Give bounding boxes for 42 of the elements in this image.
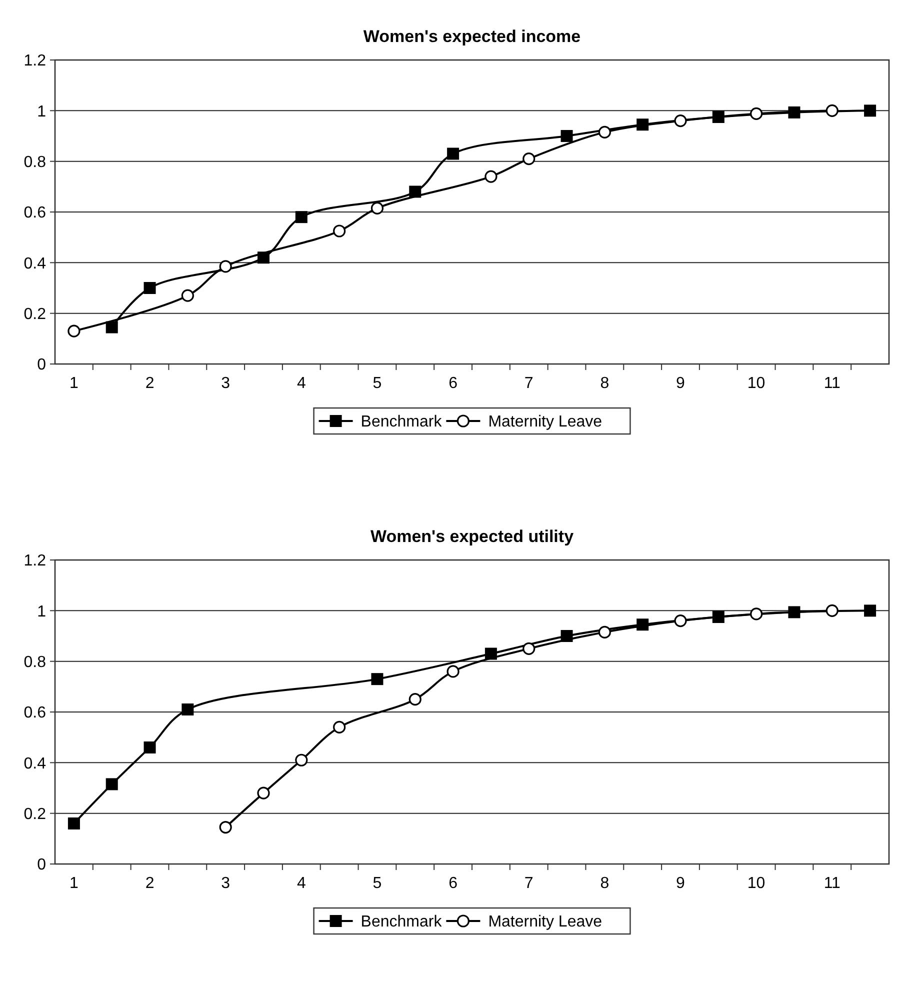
y-tick-label: 0.8 — [24, 154, 46, 171]
y-tick-label: 1 — [37, 603, 46, 620]
y-tick-label: 0.4 — [24, 255, 46, 272]
y-tick-label: 0.2 — [24, 806, 46, 823]
x-tick-label: 2 — [145, 875, 154, 892]
legend-label: Maternity Leave — [488, 414, 602, 431]
x-tick-label: 4 — [296, 875, 306, 892]
x-tick-label: 11 — [824, 375, 841, 392]
x-tick-label: 8 — [600, 875, 610, 892]
x-tick-label: 6 — [448, 875, 458, 892]
x-tick-label: 9 — [676, 375, 686, 392]
y-tick-label: 0 — [37, 356, 46, 374]
x-tick-label: 10 — [747, 875, 766, 892]
x-tick-label: 7 — [524, 375, 534, 392]
x-tick-label: 1 — [70, 375, 78, 392]
y-tick-label: 1.2 — [24, 52, 46, 70]
x-tick-label: 2 — [145, 375, 154, 392]
x-tick-label: 5 — [372, 875, 382, 892]
y-tick-label: 0.4 — [24, 755, 46, 772]
y-tick-label: 0.8 — [24, 654, 46, 671]
x-tick-label: 10 — [747, 375, 766, 392]
x-tick-label: 7 — [524, 875, 534, 892]
x-tick-label: 11 — [824, 875, 841, 892]
y-tick-label: 1 — [37, 103, 46, 120]
x-tick-label: 1 — [70, 875, 78, 892]
legend-label: Maternity Leave — [488, 914, 602, 931]
chart-title: Women's expected income — [363, 27, 581, 46]
y-tick-label: 0 — [37, 856, 46, 874]
legend-label: Benchmark — [360, 414, 443, 431]
x-tick-label: 3 — [221, 375, 230, 392]
x-tick-label: 6 — [448, 375, 458, 392]
x-tick-label: 8 — [600, 375, 610, 392]
y-tick-label: 1.2 — [24, 552, 46, 570]
x-tick-label: 9 — [676, 875, 686, 892]
x-tick-label: 4 — [296, 375, 306, 392]
y-tick-label: 0.6 — [24, 204, 46, 222]
y-tick-label: 0.6 — [24, 704, 46, 722]
x-tick-label: 3 — [221, 875, 230, 892]
y-tick-label: 0.2 — [24, 306, 46, 323]
chart-title: Women's expected utility — [370, 527, 574, 546]
legend-label: Benchmark — [360, 914, 443, 931]
x-tick-label: 5 — [372, 375, 382, 392]
